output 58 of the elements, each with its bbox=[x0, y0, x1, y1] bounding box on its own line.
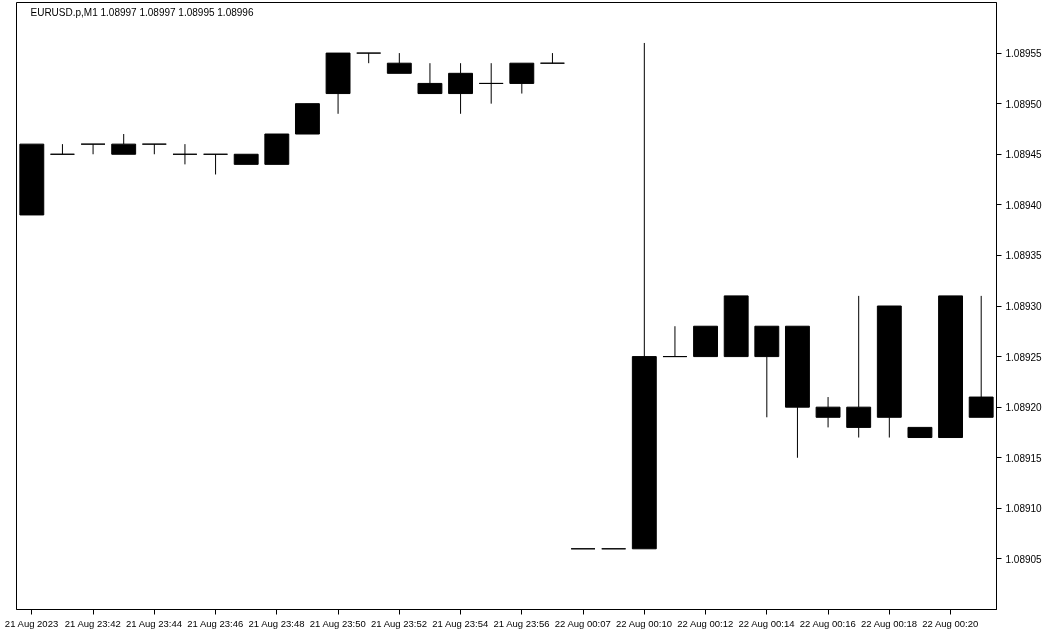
x-tick-label: 21 Aug 23:44 bbox=[126, 617, 183, 629]
candlestick bbox=[233, 153, 259, 165]
y-tick-label: 1.08950 bbox=[1005, 98, 1043, 110]
x-tick-label: 21 Aug 23:48 bbox=[248, 617, 305, 629]
candlestick bbox=[846, 295, 872, 439]
candlestick bbox=[938, 295, 964, 439]
candlestick bbox=[417, 62, 443, 95]
candlestick bbox=[19, 143, 45, 216]
candlestick bbox=[539, 52, 565, 64]
candlestick bbox=[203, 153, 229, 175]
x-tick-label: 21 Aug 23:46 bbox=[187, 617, 244, 629]
candlestick bbox=[386, 52, 412, 74]
candlestick bbox=[693, 325, 719, 358]
y-tick-label: 1.08920 bbox=[1005, 402, 1043, 414]
y-tick-label: 1.08935 bbox=[1005, 250, 1043, 262]
y-tick-label: 1.08940 bbox=[1005, 199, 1043, 211]
candlestick bbox=[294, 103, 320, 135]
x-tick-label: 22 Aug 00:18 bbox=[861, 617, 918, 629]
y-tick-label: 1.08945 bbox=[1005, 149, 1043, 161]
candlestick bbox=[815, 396, 841, 428]
candlestick bbox=[172, 143, 198, 165]
candlestick bbox=[631, 42, 657, 550]
candlestick bbox=[356, 52, 382, 64]
candlestick bbox=[448, 62, 474, 115]
x-tick-label: 21 Aug 23:54 bbox=[432, 617, 489, 629]
candlestick bbox=[49, 143, 75, 155]
candlestick bbox=[111, 133, 137, 155]
candlestick bbox=[968, 295, 994, 418]
candlestick bbox=[509, 62, 535, 95]
candlestick bbox=[662, 325, 688, 358]
x-tick-label: 22 Aug 00:14 bbox=[738, 617, 795, 629]
x-tick-label: 22 Aug 00:20 bbox=[922, 617, 979, 629]
x-tick-label: 22 Aug 00:12 bbox=[677, 617, 734, 629]
x-tick-label: 21 Aug 23:52 bbox=[371, 617, 428, 629]
y-tick-label: 1.08905 bbox=[1005, 553, 1043, 565]
x-tick-label: 22 Aug 00:10 bbox=[616, 617, 673, 629]
y-tick-label: 1.08910 bbox=[1005, 503, 1043, 515]
y-tick-label: 1.08925 bbox=[1005, 351, 1043, 363]
y-tick-label: 1.08930 bbox=[1005, 301, 1043, 312]
y-tick-label: 1.08915 bbox=[1005, 452, 1043, 464]
candlestick bbox=[141, 143, 167, 155]
x-tick-label: 21 Aug 2023 bbox=[4, 617, 59, 629]
candlestick bbox=[325, 52, 351, 115]
candlestick bbox=[264, 133, 290, 165]
y-tick-label: 1.08955 bbox=[1005, 48, 1043, 60]
x-tick-label: 22 Aug 00:16 bbox=[799, 617, 856, 629]
candlestick bbox=[80, 143, 106, 155]
candlestick bbox=[907, 426, 933, 439]
candlestick bbox=[478, 62, 504, 105]
x-tick-label: 22 Aug 00:07 bbox=[554, 617, 611, 629]
candlestick bbox=[723, 295, 749, 358]
x-tick-label: 21 Aug 23:56 bbox=[493, 617, 550, 629]
x-tick-label: 21 Aug 23:42 bbox=[64, 617, 121, 629]
candlestick bbox=[754, 325, 780, 418]
x-tick-label: 21 Aug 23:50 bbox=[309, 617, 366, 629]
chart-title: EURUSD.p,M1 1.08997 1.08997 1.08995 1.08996 bbox=[30, 6, 254, 18]
candlestick bbox=[784, 325, 810, 459]
candlestick bbox=[876, 305, 902, 439]
